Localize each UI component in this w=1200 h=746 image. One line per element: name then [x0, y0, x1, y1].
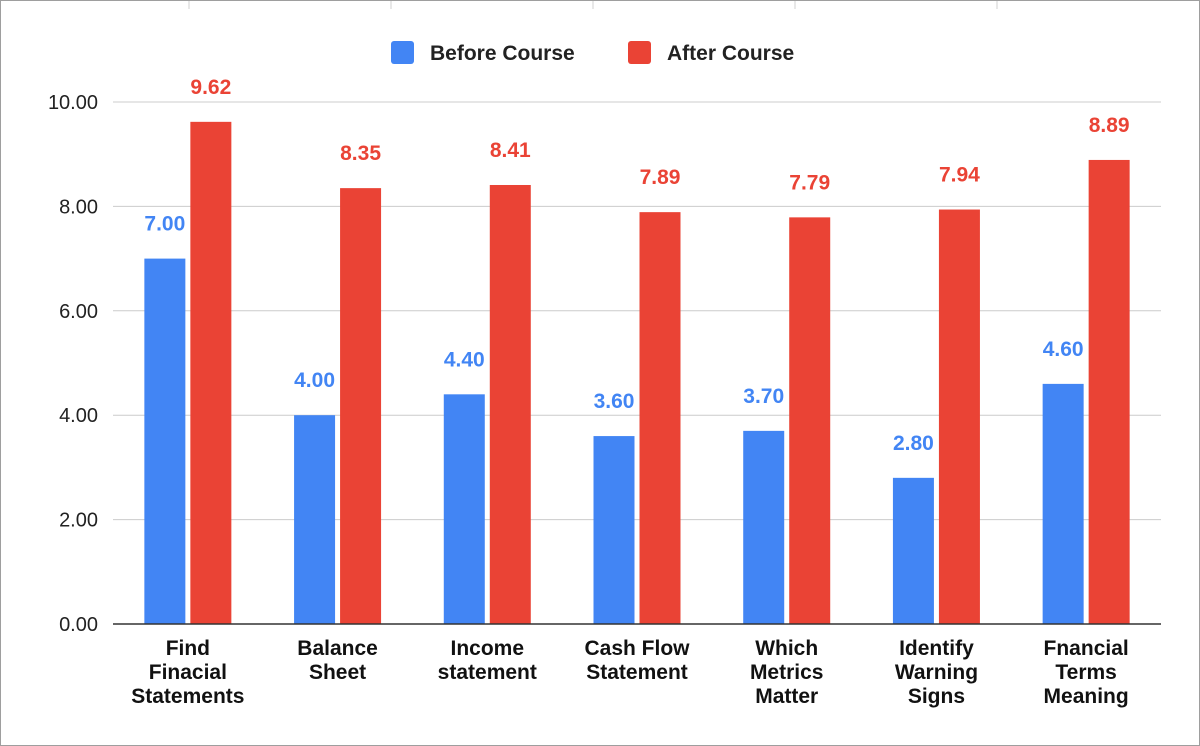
x-category-label-line: Warning	[895, 661, 978, 684]
x-category-label: Cash Flow Statement	[584, 637, 690, 684]
y-tick-label: 6.00	[59, 301, 98, 323]
x-category-label-line: statement	[438, 661, 537, 684]
x-category-label: Income statement	[438, 637, 537, 684]
bar	[294, 415, 336, 624]
y-tick-label: 4.00	[59, 405, 98, 427]
data-label: 4.60	[1043, 338, 1084, 361]
bar	[1042, 383, 1084, 624]
x-category-label-line: Fnancial	[1044, 637, 1129, 660]
data-label: 7.94	[939, 164, 980, 187]
x-category-label: Identify Warning Signs	[895, 637, 978, 708]
x-category-label-line: Find	[166, 637, 210, 660]
bar	[443, 394, 485, 624]
bar	[789, 217, 831, 624]
data-label: 7.89	[640, 166, 681, 189]
y-tick-label: 2.00	[59, 510, 98, 532]
data-label: 8.89	[1089, 114, 1130, 137]
x-category-label-line: Terms	[1055, 661, 1116, 684]
x-category-label-line: Finacial	[149, 661, 227, 684]
data-label: 4.40	[444, 348, 485, 371]
bar	[938, 209, 980, 625]
legend-swatch	[628, 41, 651, 64]
x-category-label-line: Sheet	[309, 661, 366, 684]
bar	[1088, 159, 1130, 624]
x-category-label: Balance Sheet	[297, 637, 378, 684]
data-label: 4.00	[294, 369, 335, 392]
bar	[892, 477, 934, 624]
x-category-label-line: Matter	[755, 685, 818, 708]
data-label: 8.35	[340, 142, 381, 165]
data-label: 3.70	[743, 385, 784, 408]
x-category-label-line: Signs	[908, 685, 965, 708]
x-category-label: Find Finacial Statements	[131, 637, 244, 708]
data-label: 8.41	[490, 139, 531, 162]
bar	[144, 258, 186, 624]
legend-label: After Course	[667, 42, 794, 65]
x-category-label: Which Metrics Matter	[750, 637, 824, 708]
x-category-label-line: Statements	[131, 685, 244, 708]
bars	[144, 121, 1130, 625]
x-category-label-line: Which	[755, 637, 818, 660]
x-category-label-line: Meaning	[1044, 685, 1129, 708]
x-category-label-line: Identify	[899, 637, 974, 660]
gridlines	[113, 101, 1161, 521]
bar	[340, 188, 382, 624]
top-gridlines	[188, 1, 998, 9]
data-labels: 7.00 9.62 4.00 8.35 4.40 8.41 3.60 7.89 3.70 7.79…	[144, 76, 1129, 455]
bar	[639, 212, 681, 624]
data-label: 2.80	[893, 432, 934, 455]
data-label: 9.62	[190, 76, 231, 99]
y-axis: 0.00 2.00 4.00 6.00 8.00 10.00	[48, 92, 98, 636]
data-label: 3.60	[594, 390, 635, 413]
x-category-label: Fnancial Terms Meaning	[1044, 637, 1129, 708]
x-category-label-line: Statement	[586, 661, 688, 684]
x-category-label-line: Balance	[297, 637, 378, 660]
x-category-label-line: Income	[451, 637, 525, 660]
legend-label: Before Course	[430, 42, 575, 65]
x-category-label-line: Metrics	[750, 661, 824, 684]
data-label: 7.00	[144, 213, 185, 236]
y-tick-label: 10.00	[48, 92, 98, 114]
bar	[743, 430, 785, 624]
y-tick-label: 8.00	[59, 196, 98, 218]
data-label: 7.79	[789, 171, 830, 194]
bar	[190, 121, 232, 624]
y-tick-label: 0.00	[59, 614, 98, 636]
legend: Before Course After Course	[391, 41, 794, 65]
x-axis: Find Finacial Statements Balance Sheet Income…	[113, 623, 1161, 708]
bar	[593, 436, 635, 624]
x-category-label-line: Cash Flow	[584, 637, 690, 660]
legend-swatch	[391, 41, 414, 64]
bar	[489, 184, 531, 625]
